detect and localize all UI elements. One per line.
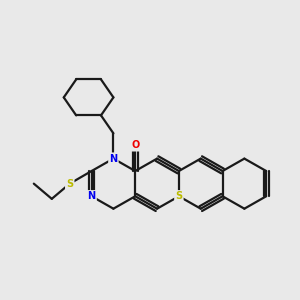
Text: N: N xyxy=(109,154,118,164)
Text: O: O xyxy=(131,140,140,150)
Text: S: S xyxy=(66,178,73,189)
Text: S: S xyxy=(175,191,182,201)
Text: N: N xyxy=(88,191,96,201)
